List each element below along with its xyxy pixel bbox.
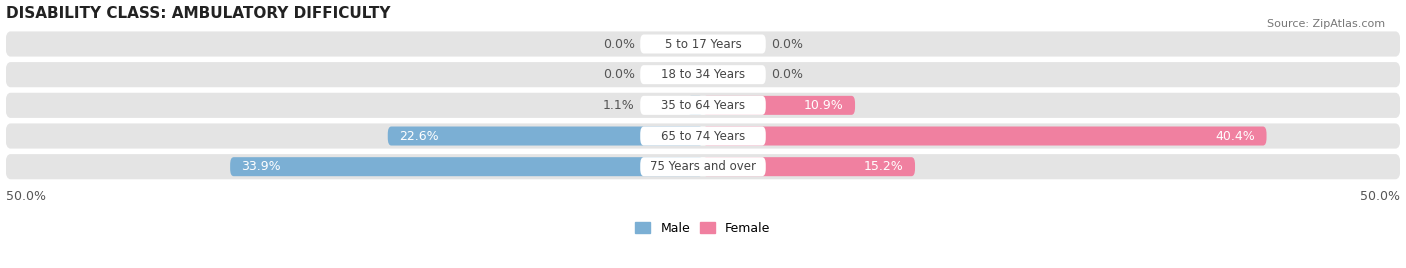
FancyBboxPatch shape: [688, 96, 703, 115]
Text: Source: ZipAtlas.com: Source: ZipAtlas.com: [1267, 19, 1385, 29]
Text: 10.9%: 10.9%: [804, 99, 844, 112]
Text: 18 to 34 Years: 18 to 34 Years: [661, 68, 745, 81]
Text: 40.4%: 40.4%: [1216, 129, 1256, 143]
Text: 15.2%: 15.2%: [865, 160, 904, 173]
Text: 35 to 64 Years: 35 to 64 Years: [661, 99, 745, 112]
Text: 50.0%: 50.0%: [1361, 190, 1400, 203]
FancyBboxPatch shape: [703, 126, 1267, 146]
Text: DISABILITY CLASS: AMBULATORY DIFFICULTY: DISABILITY CLASS: AMBULATORY DIFFICULTY: [6, 6, 389, 21]
FancyBboxPatch shape: [6, 154, 1400, 179]
FancyBboxPatch shape: [703, 157, 915, 176]
Text: 22.6%: 22.6%: [399, 129, 439, 143]
FancyBboxPatch shape: [6, 31, 1400, 57]
Text: 1.1%: 1.1%: [603, 99, 634, 112]
Text: 50.0%: 50.0%: [6, 190, 45, 203]
FancyBboxPatch shape: [640, 65, 766, 84]
FancyBboxPatch shape: [640, 157, 766, 176]
FancyBboxPatch shape: [6, 62, 1400, 87]
FancyBboxPatch shape: [640, 126, 766, 146]
FancyBboxPatch shape: [6, 93, 1400, 118]
FancyBboxPatch shape: [640, 35, 766, 54]
FancyBboxPatch shape: [6, 124, 1400, 148]
Text: 0.0%: 0.0%: [772, 68, 803, 81]
FancyBboxPatch shape: [388, 126, 703, 146]
Legend: Male, Female: Male, Female: [630, 217, 776, 240]
FancyBboxPatch shape: [703, 96, 855, 115]
Text: 0.0%: 0.0%: [772, 38, 803, 50]
Text: 75 Years and over: 75 Years and over: [650, 160, 756, 173]
FancyBboxPatch shape: [640, 96, 766, 115]
Text: 33.9%: 33.9%: [242, 160, 281, 173]
Text: 0.0%: 0.0%: [603, 68, 634, 81]
FancyBboxPatch shape: [231, 157, 703, 176]
Text: 65 to 74 Years: 65 to 74 Years: [661, 129, 745, 143]
Text: 0.0%: 0.0%: [603, 38, 634, 50]
Text: 5 to 17 Years: 5 to 17 Years: [665, 38, 741, 50]
